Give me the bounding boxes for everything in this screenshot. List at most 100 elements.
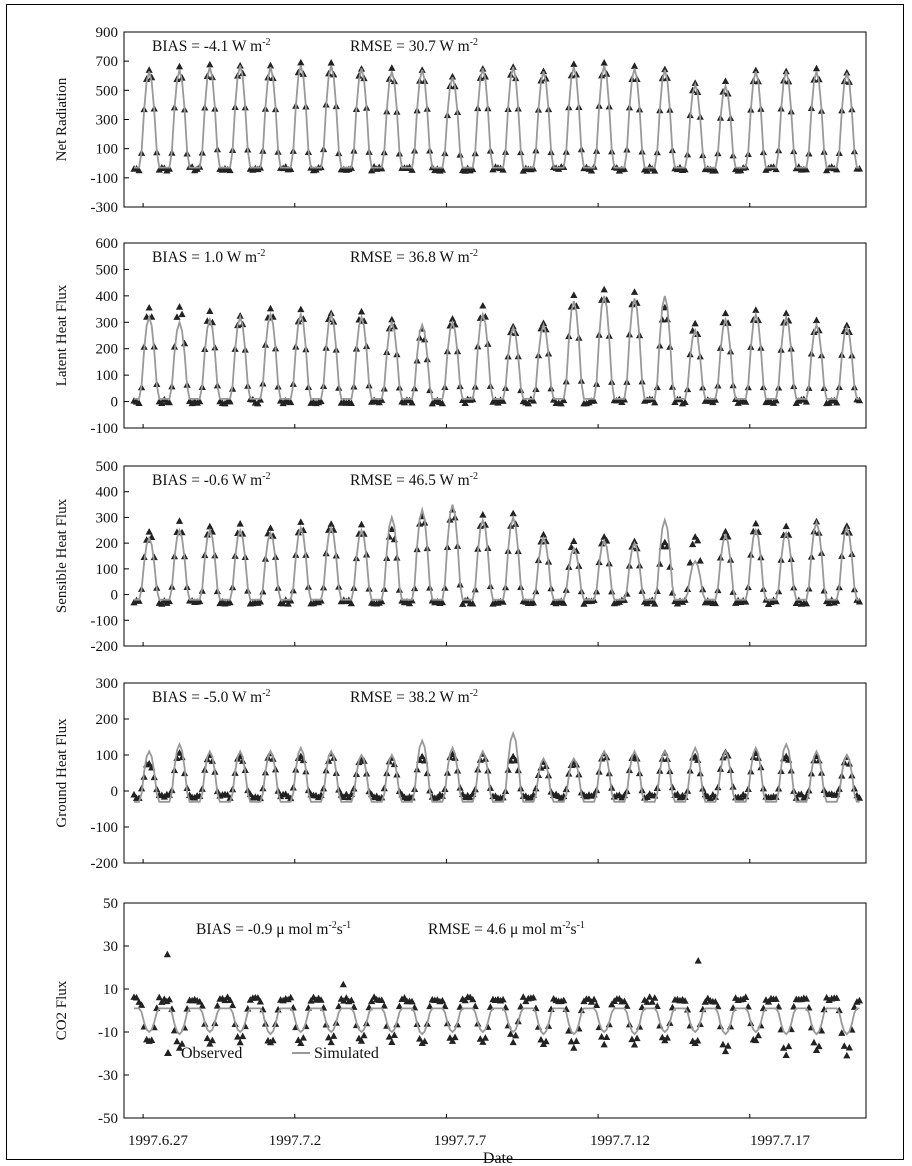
observed-point [294, 68, 302, 76]
y-tick-label: 300 [96, 113, 119, 129]
observed-point [408, 793, 416, 801]
observed-point [661, 65, 669, 73]
y-tick-label: 50 [103, 896, 118, 912]
observed-point [572, 547, 580, 554]
observed-point [785, 1042, 793, 1050]
y-tick-label: 200 [96, 342, 119, 358]
y-tick-label: 0 [111, 784, 119, 800]
observed-point [448, 72, 457, 80]
observed-point [208, 1036, 216, 1044]
x-axis-label: Date [483, 1150, 513, 1166]
observed-point [570, 537, 578, 544]
observed-point [145, 528, 153, 535]
observed-point [135, 597, 143, 604]
observed-point [651, 398, 659, 406]
y-axis-label: Latent Heat Flux [54, 284, 70, 386]
observed-point [178, 310, 186, 318]
observed-point [539, 67, 548, 75]
observed-point [542, 537, 550, 545]
observed-point [855, 996, 864, 1004]
observed-point [790, 1002, 798, 1010]
observed-point [643, 998, 651, 1005]
observed-point [696, 556, 704, 564]
observed-point [711, 998, 719, 1005]
observed-point [833, 398, 841, 406]
observed-point [721, 1047, 730, 1055]
observed-point [438, 399, 446, 407]
observed-point [600, 59, 608, 66]
observed-point [357, 520, 366, 528]
observed-point [196, 997, 204, 1005]
observed-point [297, 58, 305, 66]
y-tick-label: 300 [96, 315, 119, 331]
observed-point [408, 997, 416, 1005]
observed-point [347, 399, 355, 406]
plot-area-border [123, 682, 867, 864]
observed-point [266, 524, 275, 531]
observed-point [590, 995, 598, 1003]
bias-annotation: BIAS = -5.0 W m-2 [152, 688, 271, 706]
observed-point [408, 398, 416, 406]
observed-point [175, 517, 184, 524]
observed-point [357, 1037, 366, 1044]
observed-point [499, 995, 507, 1003]
y-tick-label: 300 [96, 510, 119, 526]
observed-point [299, 1034, 307, 1041]
observed-point [749, 316, 757, 323]
observed-point [507, 1030, 515, 1037]
observed-point [175, 62, 184, 70]
bias-annotation: BIAS = -4.1 W m-2 [152, 37, 271, 55]
observed-point [469, 165, 477, 173]
observed-point [539, 530, 548, 538]
observed-point [843, 68, 851, 76]
y-tick-label: 400 [96, 289, 119, 305]
observed-point [335, 1002, 343, 1010]
observed-point [845, 328, 853, 336]
observed-point [165, 597, 173, 605]
observed-point [815, 1042, 823, 1050]
observed-point [481, 521, 489, 528]
observed-point [388, 64, 396, 71]
observed-point [620, 165, 628, 172]
observed-point [360, 1031, 368, 1039]
observed-point [388, 315, 396, 323]
y-tick-label: -300 [91, 200, 119, 216]
observed-point [499, 793, 507, 801]
observed-point [357, 307, 366, 315]
y-axis-label: Net Radiation [54, 77, 70, 161]
observed-point [479, 1038, 487, 1045]
observed-point [408, 166, 416, 173]
observed-point [711, 166, 719, 174]
observed-point [802, 165, 810, 173]
observed-point [840, 527, 848, 535]
observed-point [567, 1037, 575, 1045]
observed-point [782, 522, 790, 530]
y-tick-label: 30 [103, 939, 118, 955]
observed-point [418, 752, 426, 760]
observed-point [646, 993, 654, 1000]
observed-point [792, 794, 800, 801]
y-tick-label: 300 [96, 676, 119, 692]
observed-point [567, 303, 575, 310]
observed-point [499, 166, 507, 173]
observed-point [236, 61, 244, 69]
plot-area-border [123, 465, 867, 647]
observed-point [132, 993, 141, 1001]
observed-point [772, 597, 780, 605]
observed-point [254, 399, 262, 407]
observed-point [479, 510, 487, 518]
observed-point [137, 1001, 146, 1008]
y-tick-label: 500 [96, 459, 119, 475]
observed-point [163, 950, 171, 958]
y-tick-label: 900 [96, 25, 119, 41]
observed-point [529, 598, 537, 606]
observed-point [297, 305, 305, 313]
y-tick-label: -100 [91, 613, 119, 629]
observed-point [742, 993, 750, 1000]
x-tick-label: 1997.7.2 [269, 1133, 322, 1149]
observed-point [256, 997, 264, 1005]
observed-point [843, 1051, 851, 1059]
observed-point [438, 996, 446, 1004]
observed-point [587, 166, 596, 174]
observed-point [648, 998, 656, 1005]
